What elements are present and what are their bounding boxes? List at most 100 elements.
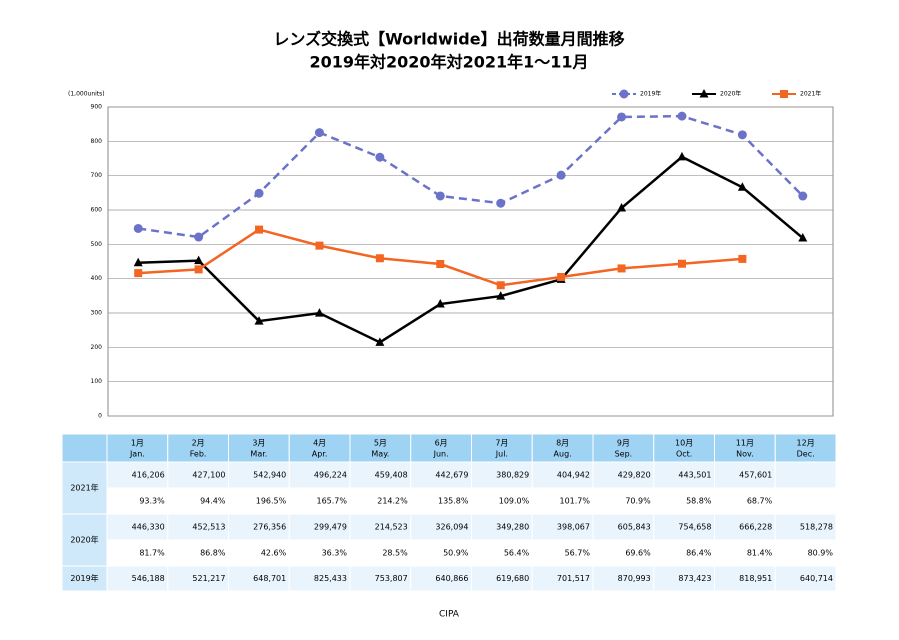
table-value: 58.8% xyxy=(686,497,712,506)
y-tick-label: 0 xyxy=(98,413,102,420)
table-value: 521,217 xyxy=(192,574,225,583)
legend-label: 2019年 xyxy=(640,90,661,98)
table-cell xyxy=(653,433,715,463)
table-cell xyxy=(349,565,412,592)
chart-title: レンズ交換式【Worldwide】出荷数量月間推移 xyxy=(273,30,624,49)
point xyxy=(617,112,627,122)
table-value: 427,100 xyxy=(192,471,225,480)
table-cell xyxy=(531,487,594,515)
table-value: 214,523 xyxy=(375,523,408,532)
y-tick-label: 800 xyxy=(91,138,103,145)
table-cell xyxy=(106,565,169,592)
table-value: 443,501 xyxy=(678,471,711,480)
point xyxy=(798,191,808,201)
table-value: 165.7% xyxy=(316,497,347,506)
chart-subtitle: 2019年対2020年対2021年1～11月 xyxy=(310,53,589,72)
table-value: 640,714 xyxy=(800,574,833,583)
legend-label: 2021年 xyxy=(800,90,821,98)
table-value: 81.4% xyxy=(747,549,773,558)
table-value: 86.8% xyxy=(200,549,226,558)
table-header: 10月 xyxy=(675,439,693,448)
legend-marker xyxy=(780,90,788,98)
table-value: 429,820 xyxy=(618,471,651,480)
point xyxy=(133,223,143,233)
point xyxy=(496,291,506,300)
table-cell xyxy=(106,539,169,567)
y-tick-label: 500 xyxy=(91,241,103,248)
table-cell xyxy=(471,433,533,463)
table-value: 619,680 xyxy=(496,574,529,583)
table-value: 825,433 xyxy=(314,574,347,583)
point xyxy=(496,281,505,290)
table-value: 68.7% xyxy=(747,497,773,506)
legend-marker xyxy=(619,89,629,99)
table-value: 542,940 xyxy=(253,471,286,480)
legend-label: 2020年 xyxy=(720,90,741,98)
table-value: 496,224 xyxy=(314,471,347,480)
table-value: 276,356 xyxy=(253,523,286,532)
table-header: Mar. xyxy=(250,450,267,459)
table-cell xyxy=(714,487,776,515)
table-value: 398,067 xyxy=(557,523,590,532)
point xyxy=(194,232,204,242)
point xyxy=(737,182,747,191)
table-cell xyxy=(471,487,533,515)
table-cell xyxy=(167,513,229,541)
table-cell xyxy=(531,433,594,463)
table-header: Dec. xyxy=(797,450,815,459)
table-value: 753,807 xyxy=(375,574,408,583)
table-cell xyxy=(61,565,108,592)
y-tick-label: 200 xyxy=(91,344,103,351)
table-header: Oct. xyxy=(676,450,692,459)
table-header: 4月 xyxy=(313,439,326,448)
table-header: 5月 xyxy=(374,439,387,448)
point xyxy=(375,152,385,162)
row-label: 2020年 xyxy=(70,535,98,545)
point xyxy=(375,254,384,263)
y-tick-label: 400 xyxy=(91,275,103,282)
table-value: 135.8% xyxy=(438,497,469,506)
table-cell xyxy=(471,565,533,592)
point xyxy=(194,255,204,265)
table-cell xyxy=(471,539,533,567)
table-header: 2月 xyxy=(192,439,205,448)
point xyxy=(255,225,264,234)
point xyxy=(315,241,324,250)
series-line xyxy=(138,155,804,344)
table-cell xyxy=(349,539,412,567)
table-header: Nov. xyxy=(736,450,754,459)
table-header: 7月 xyxy=(495,439,508,448)
table-header: 9月 xyxy=(617,439,630,448)
table-value: 50.9% xyxy=(443,549,469,558)
point xyxy=(314,128,324,138)
table-cell xyxy=(653,565,715,592)
y-axis-label: (1,000units) xyxy=(68,91,105,98)
table-value: 36.3% xyxy=(322,549,348,558)
row-label: 2021年 xyxy=(70,483,98,493)
point xyxy=(314,308,324,317)
table-value: 452,513 xyxy=(192,523,225,532)
table-value: 326,094 xyxy=(435,523,468,532)
table-value: 605,843 xyxy=(618,523,651,532)
table-cell xyxy=(410,565,472,592)
table-value: 518,278 xyxy=(800,523,833,532)
y-tick-label: 700 xyxy=(91,172,103,179)
table-header: Apr. xyxy=(312,450,328,459)
table-value: 870,993 xyxy=(618,574,651,583)
table-header: 12月 xyxy=(797,439,815,448)
table-value: 446,330 xyxy=(132,523,165,532)
point xyxy=(435,191,445,201)
table-header: 11月 xyxy=(736,439,754,448)
table-cell xyxy=(592,565,655,592)
table-value: 214.2% xyxy=(377,497,408,506)
table-value: 404,942 xyxy=(557,471,590,480)
table-value: 349,280 xyxy=(496,523,529,532)
table-cell xyxy=(349,461,412,489)
table-value: 442,679 xyxy=(435,471,468,480)
table-value: 640,866 xyxy=(435,574,468,583)
table-cell xyxy=(774,539,837,567)
table-value: 69.6% xyxy=(625,549,651,558)
table-cell xyxy=(531,461,594,489)
table-value: 56.7% xyxy=(565,549,591,558)
table-value: 666,228 xyxy=(739,523,772,532)
